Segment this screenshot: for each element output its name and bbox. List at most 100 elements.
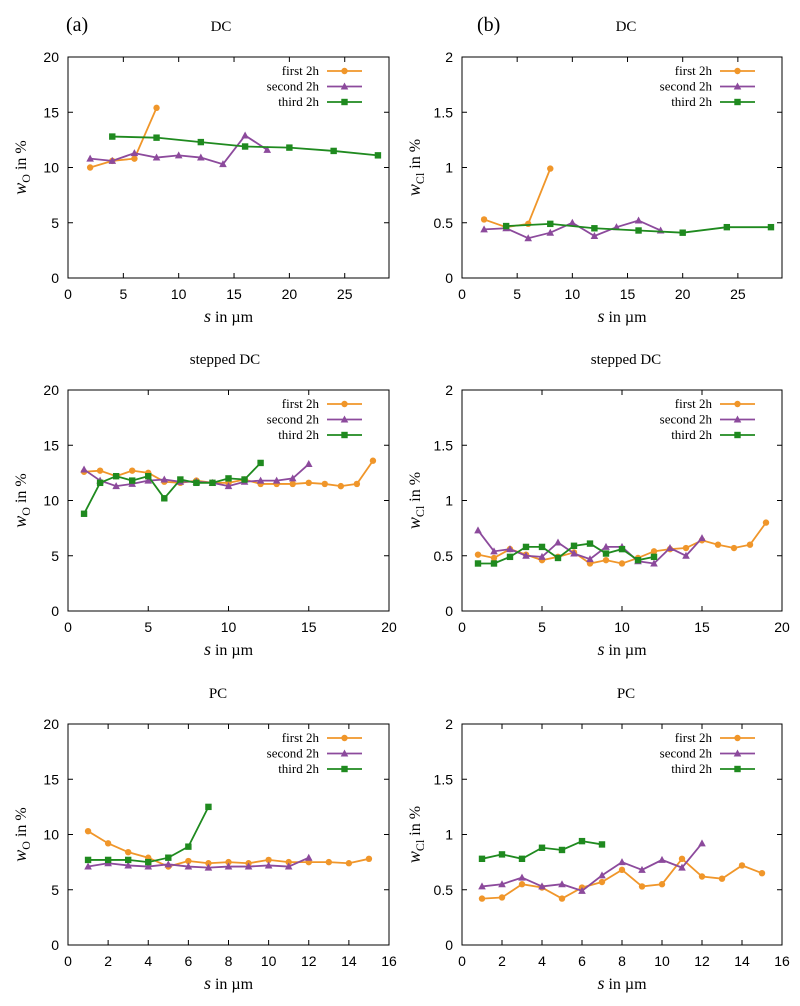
y-tick-label: 20 [43, 716, 59, 732]
y-tick-label: 0 [445, 603, 453, 619]
y-tick-label: 1.5 [434, 104, 454, 120]
series-line [87, 856, 310, 869]
data-point [337, 482, 345, 490]
y-axis-subscript: O [19, 841, 33, 850]
y-axis-label: wCl in % [404, 806, 427, 863]
plot-frame [67, 389, 390, 612]
data-point [219, 160, 227, 168]
y-tick-label: 2 [445, 382, 453, 398]
y-tick-label: 0 [445, 270, 453, 286]
data-point [304, 460, 313, 468]
data-point [263, 145, 272, 153]
x-tick-label: 20 [675, 286, 691, 302]
data-point [568, 218, 577, 226]
x-tick-label: 0 [64, 286, 72, 302]
x-axis-variable: s [204, 973, 211, 993]
data-point [758, 869, 766, 877]
data-point [369, 457, 377, 464]
y-tick-label: 1 [445, 827, 453, 843]
y-tick-label: 1.5 [434, 771, 454, 787]
chart-panel-2: stepped DC 0 5 10 15 20 0 5 10 15 20 s in µm wO in %… [10, 352, 397, 659]
legend-label: third 2h [671, 94, 712, 109]
data-point [345, 860, 353, 867]
data-point [185, 843, 192, 850]
data-point [124, 848, 132, 856]
x-tick-label: 10 [261, 953, 277, 969]
data-point [161, 495, 168, 502]
data-point [124, 856, 132, 864]
data-point [153, 104, 160, 112]
y-axis-variable: w [10, 183, 30, 195]
data-point [591, 225, 598, 232]
data-point [321, 480, 328, 488]
series-circle [478, 855, 766, 902]
y-axis-unit: in % [407, 139, 424, 173]
data-point [767, 223, 775, 231]
x-tick-label: 10 [654, 953, 670, 969]
y-tick-label: 0 [445, 937, 453, 953]
series-triangle [84, 853, 313, 871]
legend-marker [734, 67, 741, 75]
data-point [112, 482, 120, 490]
data-point [129, 467, 136, 474]
legend-marker [341, 400, 348, 408]
data-point [538, 882, 546, 890]
plot-frame [461, 723, 783, 946]
data-point [698, 873, 706, 880]
data-point [490, 554, 498, 562]
data-point [634, 556, 642, 564]
data-point [678, 855, 686, 863]
data-point [618, 866, 626, 874]
data-point [353, 480, 361, 488]
chart-title: stepped DC [591, 352, 661, 368]
data-point [174, 151, 183, 159]
data-point [244, 862, 253, 870]
data-point [618, 545, 626, 553]
data-point [634, 216, 643, 224]
legend-label: first 2h [282, 396, 320, 411]
y-tick-label: 2 [445, 49, 453, 65]
data-point [197, 153, 205, 161]
data-point [618, 858, 626, 866]
legend-marker [341, 765, 348, 773]
panel-label-b: (b) [477, 14, 500, 36]
data-point [184, 862, 193, 870]
data-point [86, 164, 94, 171]
legend-marker [734, 765, 741, 773]
chart-title: PC [209, 686, 227, 702]
legend-label: second 2h [267, 746, 320, 761]
x-tick-label: 15 [620, 286, 636, 302]
data-point [256, 476, 265, 484]
legend-label: third 2h [278, 94, 319, 109]
plot-frame [461, 389, 783, 612]
legend-marker [340, 415, 349, 423]
data-point [241, 143, 249, 150]
x-tick-label: 5 [538, 619, 546, 635]
y-axis-label: wO in % [10, 473, 33, 527]
legend-marker [341, 67, 348, 75]
data-point [618, 560, 626, 567]
y-axis-label: wCl in % [404, 139, 427, 196]
chart-panel-3: stepped DC 0 5 10 15 20 0 0.5 1 1.5 2 s in µm wCl in… [404, 352, 790, 659]
data-point [522, 543, 530, 551]
data-point [164, 860, 173, 868]
data-point [598, 878, 606, 886]
legend-marker [733, 749, 742, 757]
chart-title: DC [616, 19, 637, 35]
chart-title: DC [211, 19, 232, 35]
data-point [177, 476, 184, 483]
x-tick-label: 25 [337, 286, 353, 302]
data-point [518, 873, 526, 881]
data-point [650, 548, 658, 555]
legend-marker [734, 98, 741, 106]
data-point [538, 844, 546, 851]
data-point [152, 153, 161, 161]
data-point [193, 479, 200, 487]
y-tick-label: 1 [445, 160, 453, 176]
x-axis-variable: s [597, 639, 604, 659]
data-point [272, 476, 281, 484]
y-tick-label: 15 [43, 104, 59, 120]
series-line [483, 168, 552, 229]
data-point [474, 560, 482, 567]
